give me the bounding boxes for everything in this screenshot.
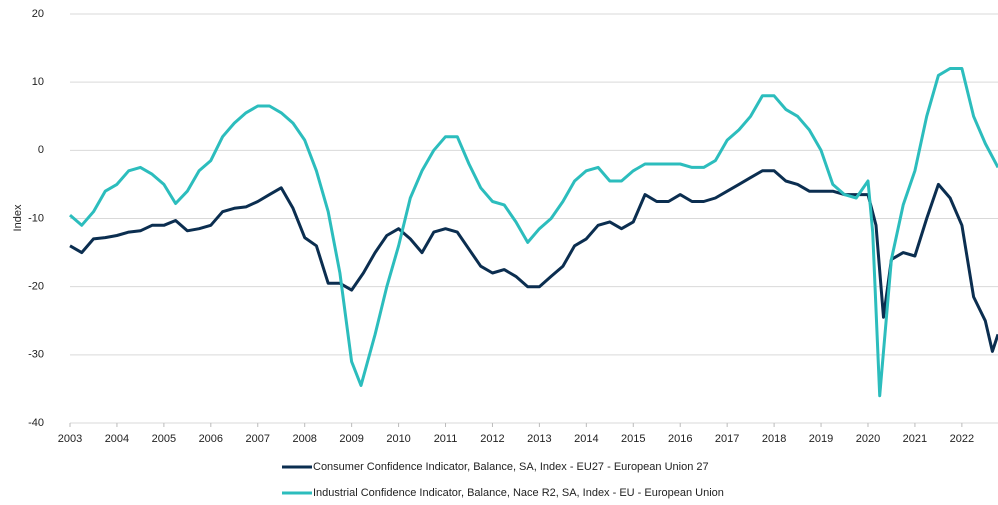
x-tick-label: 2003 [58,433,82,445]
x-tick-label: 2019 [809,433,833,445]
x-tick-label: 2016 [668,433,692,445]
y-tick-label: -30 [28,349,44,361]
x-tick-label: 2007 [246,433,270,445]
y-tick-label: 0 [38,144,44,156]
line-series [69,67,998,398]
x-tick-label: 2018 [762,433,786,445]
x-tick-label: 2009 [339,433,363,445]
y-tick-label: -20 [28,281,44,293]
x-tick-label: 2020 [856,433,880,445]
x-tick-label: 2014 [574,433,598,445]
x-tick-label: 2005 [152,433,176,445]
x-tick-label: 2015 [621,433,645,445]
x-tick-label: 2011 [434,433,458,445]
x-tick-label: 2008 [292,433,316,445]
legend-label: Consumer Confidence Indicator, Balance, … [313,461,709,473]
line-series [69,169,998,353]
x-tick-label: 2010 [386,433,410,445]
x-tick-label: 2021 [903,433,927,445]
legend-label: Industrial Confidence Indicator, Balance… [313,487,724,499]
x-tick-label: 2004 [105,433,129,445]
y-tick-label: 10 [32,76,44,88]
x-tick-label: 2013 [527,433,551,445]
x-tick-label: 2017 [715,433,739,445]
x-tick-label: 2012 [480,433,504,445]
x-tick-label: 2006 [199,433,223,445]
x-tick-label: 2022 [950,433,974,445]
y-axis-label: Index [12,204,24,231]
y-tick-label: -40 [28,417,44,429]
y-tick-label: 20 [32,8,44,20]
y-tick-label: -10 [28,212,44,224]
